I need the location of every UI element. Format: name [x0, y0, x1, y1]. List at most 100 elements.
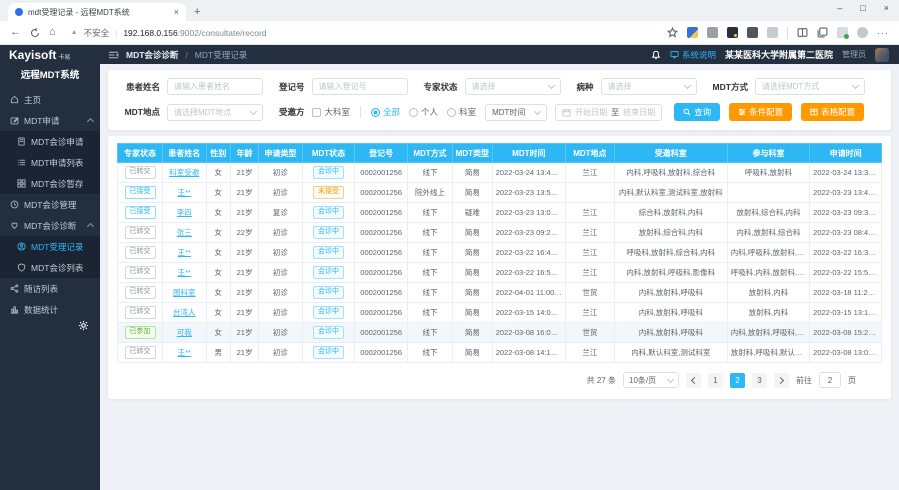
- table-row[interactable]: 已转交 王** 男 21岁 初诊 会诊中 0002001256 线下 简易 2022-03-08 …: [116, 342, 882, 363]
- notification-bell-icon[interactable]: [651, 50, 661, 60]
- time-type-select[interactable]: MDT时间: [485, 103, 548, 121]
- page-button[interactable]: 1: [708, 372, 723, 388]
- table-row[interactable]: 已接受 王** 女 21岁 初诊 未接受 0002001256 院外线上 简易 2022-03-2…: [116, 182, 882, 203]
- sidebar-item-consult-apply[interactable]: MDT会诊申请: [0, 131, 100, 152]
- table-row[interactable]: 已转交 图科室女 21岁 初诊 会诊中 0002001256 线下 简易 2022-04-01 …: [116, 282, 882, 303]
- extension-badge-icon[interactable]: [837, 27, 849, 39]
- table-cell: 初诊: [258, 162, 303, 183]
- user-avatar[interactable]: [875, 47, 889, 62]
- browser-tab[interactable]: mdt受理记录 - 远程MDT系统 ×: [8, 3, 186, 21]
- reload-icon[interactable]: [30, 27, 40, 38]
- home-icon[interactable]: ⌂: [49, 26, 56, 38]
- table-row[interactable]: 已转交 王** 女 21岁 初诊 会诊中 0002001256 线下 简易 2022-03-22 …: [116, 262, 882, 283]
- date-separator: 至: [611, 107, 620, 117]
- patient-name-link[interactable]: 科室受邀: [169, 168, 200, 177]
- status-badge: 已参加: [124, 326, 156, 339]
- patient-name-link[interactable]: 台湾人: [173, 308, 196, 317]
- table-row[interactable]: 已转交 王** 女 21岁 初诊 会诊中 0002001256 线下 简易 2022-03-22 …: [116, 242, 882, 263]
- patient-name-link[interactable]: 李四: [176, 208, 192, 217]
- sidebar-item-consult-draft[interactable]: MDT会诊暂存: [0, 173, 100, 194]
- disease-select[interactable]: 请选择: [600, 78, 697, 95]
- major-dept-checkbox[interactable]: [311, 107, 321, 117]
- table-cell: 线下: [406, 282, 454, 303]
- mdt-location-select[interactable]: 请选择MDT地点: [167, 103, 263, 121]
- extension-icon[interactable]: [727, 27, 738, 38]
- table-cell: 王**: [162, 182, 207, 203]
- window-close-button[interactable]: ×: [883, 3, 889, 13]
- patient-name-link[interactable]: 王**: [177, 348, 191, 357]
- extension-icon[interactable]: [707, 27, 718, 38]
- reg-no-input[interactable]: 请输入登记号: [311, 78, 408, 95]
- app-top-bar: MDT会诊诊断 / MDT受理记录 系统说明 某某医科大学附属第二医院 管理员: [100, 45, 899, 64]
- page-size-select[interactable]: 10条/页: [623, 372, 679, 388]
- sidebar-item-consult-diagnose[interactable]: MDT会诊诊断: [0, 215, 100, 236]
- hospital-name: 某某医科大学附属第二医院: [724, 50, 833, 60]
- tab-close-icon[interactable]: ×: [173, 6, 179, 17]
- profile-avatar-icon[interactable]: [857, 27, 868, 38]
- expert-status-select[interactable]: 请选择: [464, 78, 561, 95]
- split-screen-icon[interactable]: [797, 27, 808, 38]
- table-settings-icon: [810, 108, 818, 116]
- status-badge: 会诊中: [313, 166, 344, 179]
- table-row[interactable]: 已接受 李四 女 21岁 复诊 会诊中 0002001256 线下 疑难 2022-03-23 1…: [116, 202, 882, 223]
- patient-name-link[interactable]: 可我: [176, 328, 192, 337]
- patient-name-link[interactable]: 王**: [177, 188, 191, 197]
- favorites-icon[interactable]: [667, 27, 678, 38]
- table-cell: [564, 182, 615, 203]
- table-config-button[interactable]: 表格配置: [801, 103, 865, 121]
- radio-personal[interactable]: [409, 107, 419, 117]
- patient-name-link[interactable]: 张三: [176, 228, 192, 237]
- settings-gear-icon[interactable]: [78, 320, 89, 331]
- patient-name-link[interactable]: 图科室: [173, 288, 196, 297]
- sidebar-item-followup-list[interactable]: 随访列表: [0, 278, 100, 299]
- table-cell: 初诊: [258, 322, 303, 343]
- page-button[interactable]: 3: [752, 372, 767, 388]
- browser-tab-strip: mdt受理记录 - 远程MDT系统 × + – □ ×: [0, 0, 899, 21]
- radio-department-label: 科室: [459, 107, 477, 117]
- browser-menu-icon[interactable]: ···: [877, 27, 889, 38]
- table-row[interactable]: 已转交 台湾人女 21岁 初诊 会诊中 0002001256 线下 简易 2022-03-15 …: [116, 302, 882, 323]
- table-cell: 2022-03-23 13:00:00: [491, 202, 566, 223]
- extension-icon[interactable]: [747, 27, 758, 38]
- menu-collapse-icon[interactable]: [108, 50, 119, 60]
- table-cell: 兰江: [564, 302, 615, 323]
- table-row[interactable]: 已转交 科室受邀女 21岁 初诊 会诊中 0002001256 线下 简易 2022-03-24…: [116, 162, 882, 183]
- url-field[interactable]: ▲ 不安全 | 192.168.0.156:9002/consultate/re…: [65, 27, 658, 39]
- sidebar-item-apply-list[interactable]: MDT申请列表: [0, 152, 100, 173]
- table-row[interactable]: 已转交 张三女 22岁 初诊 会诊中 0002001256 线下 简易 2022-03-23 0…: [116, 222, 882, 243]
- sidebar-item-consult-manage[interactable]: MDT会诊管理: [0, 194, 100, 215]
- patient-name-input[interactable]: 请输入患者姓名: [167, 78, 263, 95]
- sidebar-item-statistics[interactable]: 数据统计: [0, 299, 100, 320]
- radio-department[interactable]: [447, 107, 457, 117]
- next-page-button[interactable]: [774, 372, 789, 388]
- date-range-picker[interactable]: 开始日期 至 结束日期: [555, 103, 663, 121]
- table-cell: 已转交: [116, 262, 164, 283]
- filter-label-invitee: 受邀方: [279, 107, 305, 117]
- window-maximize-button[interactable]: □: [860, 3, 866, 13]
- search-button[interactable]: 查询: [674, 103, 721, 121]
- patient-name-link[interactable]: 王**: [177, 248, 191, 257]
- table-cell: 院外线上: [406, 182, 454, 203]
- patient-name-link[interactable]: 王**: [177, 268, 191, 277]
- table-row[interactable]: 已参加 可我女 21岁 初诊 会诊中 0002001256 线下 简易 2022-03-08 1…: [116, 322, 882, 343]
- sidebar-item-home[interactable]: 主页: [0, 89, 100, 110]
- breadcrumb-section[interactable]: MDT会诊诊断: [126, 49, 179, 60]
- condition-config-button[interactable]: 条件配置: [729, 103, 793, 121]
- back-icon[interactable]: ←: [10, 26, 21, 38]
- sidebar-item-mdt-apply[interactable]: MDT申请: [0, 110, 100, 131]
- collections-icon[interactable]: [817, 27, 828, 38]
- sidebar-item-consult-list[interactable]: MDT会诊列表: [0, 257, 100, 278]
- page-button[interactable]: 2: [730, 372, 745, 388]
- mdt-mode-select[interactable]: 请选择MDT方式: [754, 78, 865, 95]
- bar-chart-icon: [10, 305, 19, 314]
- new-tab-button[interactable]: +: [194, 6, 201, 18]
- window-minimize-button[interactable]: –: [837, 3, 843, 13]
- system-help-link[interactable]: 系统说明: [670, 49, 716, 61]
- column-header: MDT类型: [452, 143, 493, 163]
- radio-all[interactable]: [371, 107, 381, 117]
- goto-page-input[interactable]: 2: [819, 372, 841, 388]
- extension-icon[interactable]: [767, 27, 778, 38]
- prev-page-button[interactable]: [686, 372, 701, 388]
- extension-icon[interactable]: [687, 27, 698, 38]
- sidebar-item-accept-record[interactable]: MDT受理记录: [0, 236, 100, 257]
